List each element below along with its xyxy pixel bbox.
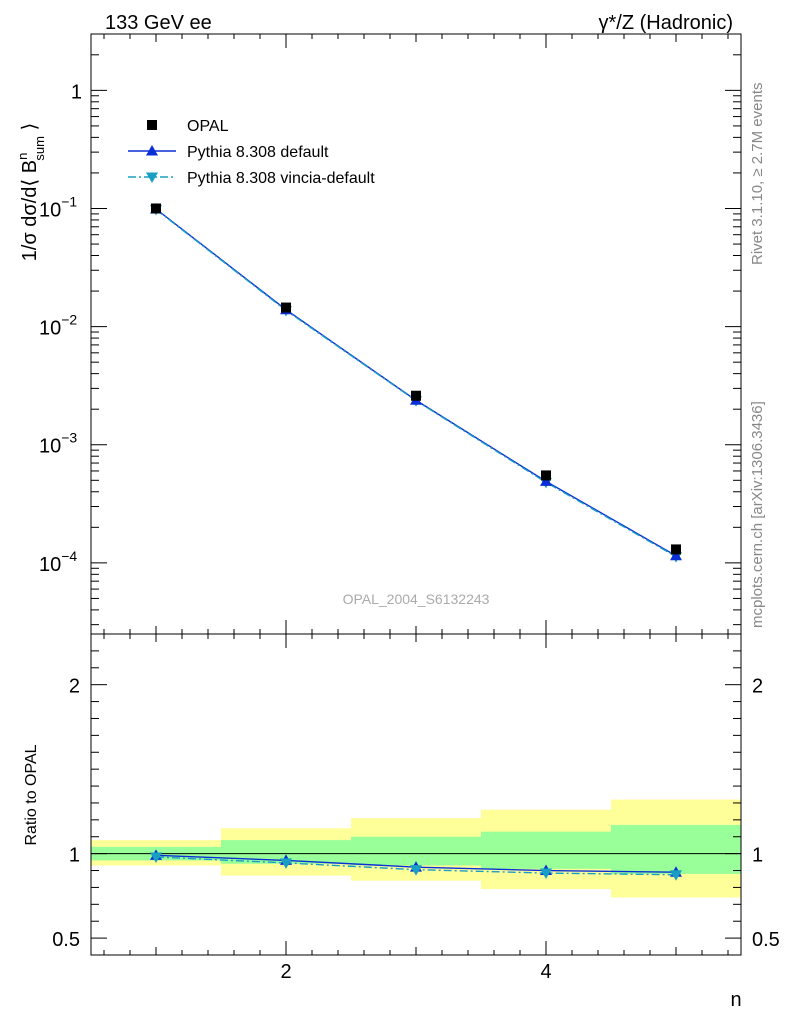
x-tick-label: 4 — [540, 961, 551, 983]
main-y-label-sub: sum — [32, 136, 47, 161]
analysis-label: OPAL_2004_S6132243 — [343, 591, 490, 607]
ratio-y-tick-label: 0.5 — [52, 929, 80, 951]
main-point-default — [540, 475, 552, 486]
main-y-tick-label: 10−1 — [39, 193, 77, 221]
ratio-axes: 2 4 0.5 0.5 1 1 2 2 — [52, 633, 780, 983]
main-y-label-suffix: ⟩ — [19, 123, 41, 136]
y-tick-base: 10 — [39, 199, 61, 221]
band-inner-3 — [351, 836, 481, 866]
legend-marker — [146, 172, 158, 183]
header-right: γ*/Z (Hadronic) — [599, 12, 733, 34]
main-panel: 1/σ dσ/d⟨ Bn sum ⟩ 110−110−210−310−4 OPAL… — [15, 33, 742, 635]
ratio-frame — [90, 633, 742, 956]
legend: OPAL Pythia 8.308 default Pythia 8.308 vin… — [128, 118, 375, 187]
main-point-opal — [671, 544, 681, 555]
side-text-lower: mcplots.cern.ch [arXiv:1306.3436] — [749, 401, 766, 628]
header-left: 133 GeV ee — [105, 12, 212, 34]
ratio-y-tick-label-right: 2 — [752, 676, 763, 698]
ratio-y-label: Ratio to OPAL — [23, 744, 40, 845]
main-line-vincia — [155, 208, 677, 558]
ratio-point-vincia — [540, 868, 552, 880]
y-tick-exponent: −1 — [61, 193, 77, 209]
main-y-tick-label: 10−2 — [39, 312, 77, 340]
band-inner-4 — [481, 831, 611, 869]
ratio-panel: Ratio to OPAL 2 4 0.5 0.5 1 1 2 2 n — [23, 633, 780, 1011]
ratio-point-vincia — [670, 870, 682, 881]
main-y-tick-label: 10−4 — [39, 548, 77, 576]
y-tick-exponent: −2 — [61, 312, 77, 328]
legend-label: Pythia 8.308 default — [187, 144, 329, 161]
y-tick-exponent: −3 — [61, 430, 77, 446]
ratio-y-tick-label: 1 — [69, 845, 80, 867]
legend-marker — [146, 145, 158, 156]
main-point-opal — [541, 470, 551, 481]
ratio-point-vincia — [280, 858, 292, 869]
main-y-tick-label: 1 — [71, 81, 82, 103]
legend-label: Pythia 8.308 vincia-default — [187, 170, 375, 187]
ratio-y-tick-label-right: 1 — [752, 845, 763, 867]
main-point-default — [670, 549, 682, 561]
side-text-upper: Rivet 3.1.10, ≥ 2.7M events — [749, 83, 766, 266]
ratio-series — [150, 849, 682, 881]
band-inner-2 — [221, 840, 351, 864]
y-tick-base: 10 — [39, 554, 61, 576]
ratio-point-vincia — [410, 865, 422, 876]
ratio-y-tick-label-right: 0.5 — [752, 929, 780, 951]
main-y-label-prefix: 1/σ dσ/d⟨ B — [19, 160, 41, 261]
main-point-opal — [151, 203, 161, 214]
main-series — [150, 203, 682, 563]
main-line-default — [155, 208, 677, 557]
legend-label: OPAL — [187, 118, 229, 135]
legend-marker — [147, 120, 157, 130]
main-axes: 110−110−210−310−4 — [39, 33, 742, 635]
x-axis-label: n — [730, 989, 741, 1011]
x-tick-label: 2 — [280, 961, 291, 983]
main-y-tick-label: 10−3 — [39, 430, 77, 458]
band-inner-5 — [611, 824, 741, 874]
main-point-opal — [281, 302, 291, 313]
y-tick-exponent: −4 — [61, 548, 77, 564]
ratio-bands — [91, 799, 741, 898]
main-point-opal — [411, 390, 421, 401]
main-y-label: 1/σ dσ/d⟨ Bn sum ⟩ — [15, 123, 47, 262]
y-tick-base: 10 — [39, 318, 61, 340]
y-tick-base: 10 — [39, 436, 61, 458]
y-tick-base: 1 — [71, 81, 82, 103]
ratio-y-tick-label: 2 — [69, 676, 80, 698]
main-y-label-sup: n — [15, 153, 30, 160]
ratio-point-vincia — [150, 852, 162, 864]
